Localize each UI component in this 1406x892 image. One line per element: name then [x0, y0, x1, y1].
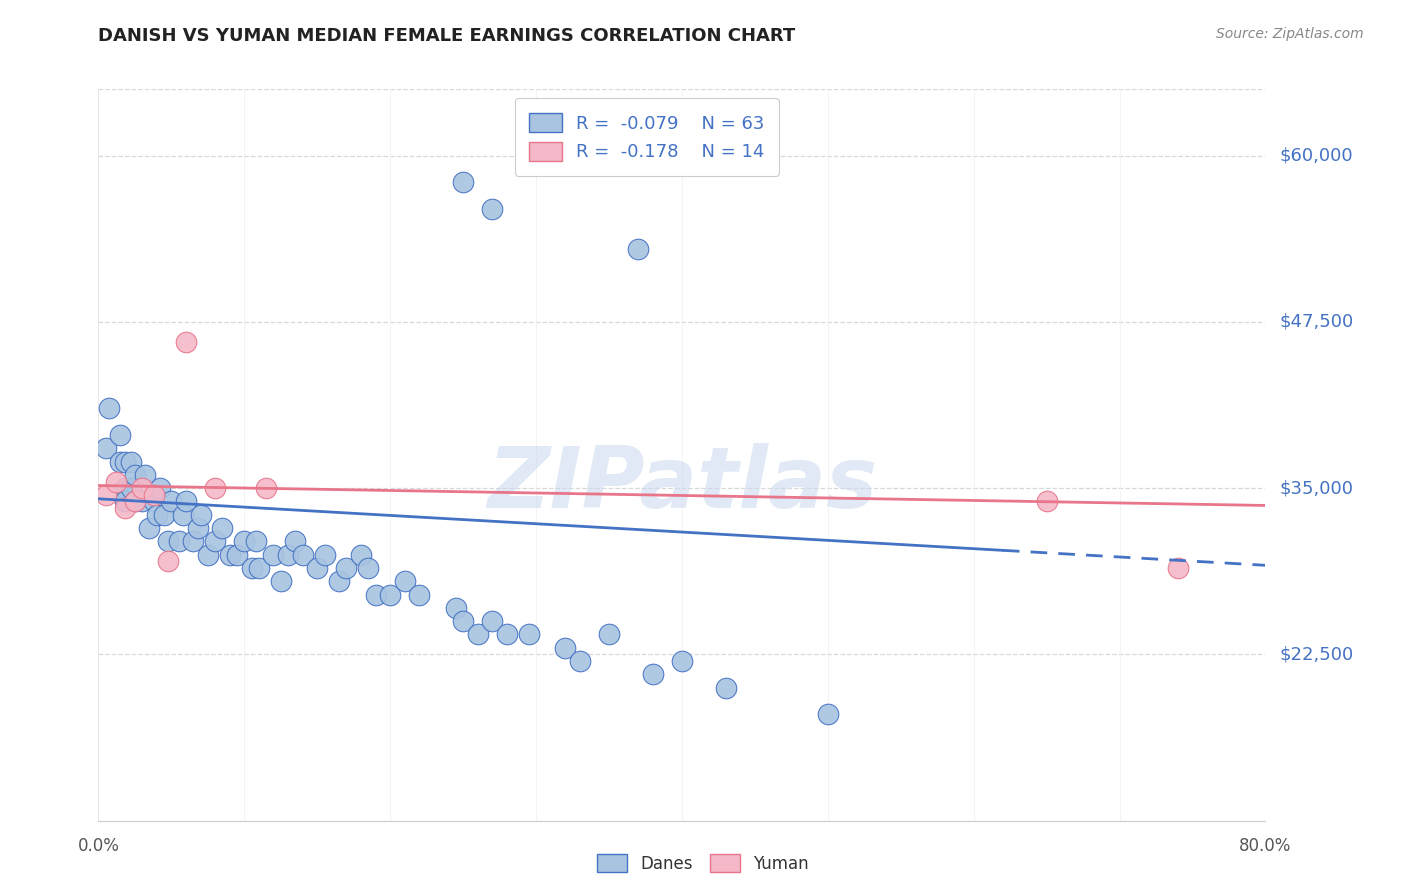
Text: $47,500: $47,500 [1279, 313, 1354, 331]
Point [226, 548, 249, 562]
Point [204, 534, 226, 549]
Point [120, 481, 142, 495]
Point [211, 521, 233, 535]
Point [481, 614, 503, 628]
Point [627, 242, 650, 256]
Text: ZIPatlas: ZIPatlas [486, 442, 877, 525]
Point [270, 574, 292, 589]
Point [284, 534, 307, 549]
Point [247, 561, 270, 575]
Point [131, 494, 153, 508]
Point [218, 548, 240, 562]
Point [153, 508, 176, 522]
Point [114, 494, 136, 508]
Point [350, 548, 373, 562]
Text: $60,000: $60,000 [1279, 146, 1353, 165]
Point [114, 501, 136, 516]
Point [378, 588, 402, 602]
Point [120, 454, 142, 468]
Point [554, 640, 576, 655]
Point [451, 614, 474, 628]
Point [114, 454, 136, 468]
Point [444, 600, 467, 615]
Point [598, 627, 620, 641]
Point [124, 467, 146, 482]
Point [495, 627, 517, 641]
Point [277, 548, 299, 562]
Point [328, 574, 350, 589]
Point [254, 481, 277, 495]
Point [142, 494, 165, 508]
Point [190, 508, 212, 522]
Point [149, 481, 172, 495]
Point [517, 627, 540, 641]
Point [357, 561, 380, 575]
Point [157, 554, 180, 568]
Point [233, 534, 256, 549]
Point [714, 681, 737, 695]
Point [172, 508, 194, 522]
Point [131, 481, 153, 495]
Point [124, 494, 146, 508]
Point [110, 428, 132, 442]
Point [146, 508, 169, 522]
Point [262, 548, 284, 562]
Legend: R =  -0.079    N = 63, R =  -0.178    N = 14: R = -0.079 N = 63, R = -0.178 N = 14 [515, 98, 779, 176]
Point [160, 494, 183, 508]
Point [167, 534, 190, 549]
Point [240, 561, 263, 575]
Point [204, 481, 226, 495]
Legend: Danes, Yuman: Danes, Yuman [591, 847, 815, 880]
Point [568, 654, 591, 668]
Point [197, 548, 219, 562]
Point [94, 488, 117, 502]
Point [181, 534, 204, 549]
Point [467, 627, 489, 641]
Point [110, 454, 132, 468]
Point [307, 561, 329, 575]
Point [114, 481, 136, 495]
Point [671, 654, 693, 668]
Point [104, 475, 127, 489]
Point [97, 401, 120, 416]
Point [451, 175, 474, 189]
Text: $22,500: $22,500 [1279, 646, 1354, 664]
Text: DANISH VS YUMAN MEDIAN FEMALE EARNINGS CORRELATION CHART: DANISH VS YUMAN MEDIAN FEMALE EARNINGS C… [98, 27, 796, 45]
Point [174, 494, 197, 508]
Text: Source: ZipAtlas.com: Source: ZipAtlas.com [1216, 27, 1364, 41]
Point [157, 534, 180, 549]
Point [481, 202, 503, 216]
Point [291, 548, 314, 562]
Point [138, 521, 160, 535]
Point [187, 521, 209, 535]
Point [335, 561, 357, 575]
Point [364, 588, 387, 602]
Point [817, 707, 839, 722]
Text: $35,000: $35,000 [1279, 479, 1354, 497]
Point [394, 574, 416, 589]
Point [245, 534, 267, 549]
Point [134, 467, 156, 482]
Point [408, 588, 430, 602]
Point [1035, 494, 1057, 508]
Point [94, 442, 117, 456]
Point [142, 488, 165, 502]
Point [641, 667, 664, 681]
Point [314, 548, 336, 562]
Point [174, 334, 197, 349]
Point [1167, 561, 1189, 575]
Point [124, 494, 146, 508]
